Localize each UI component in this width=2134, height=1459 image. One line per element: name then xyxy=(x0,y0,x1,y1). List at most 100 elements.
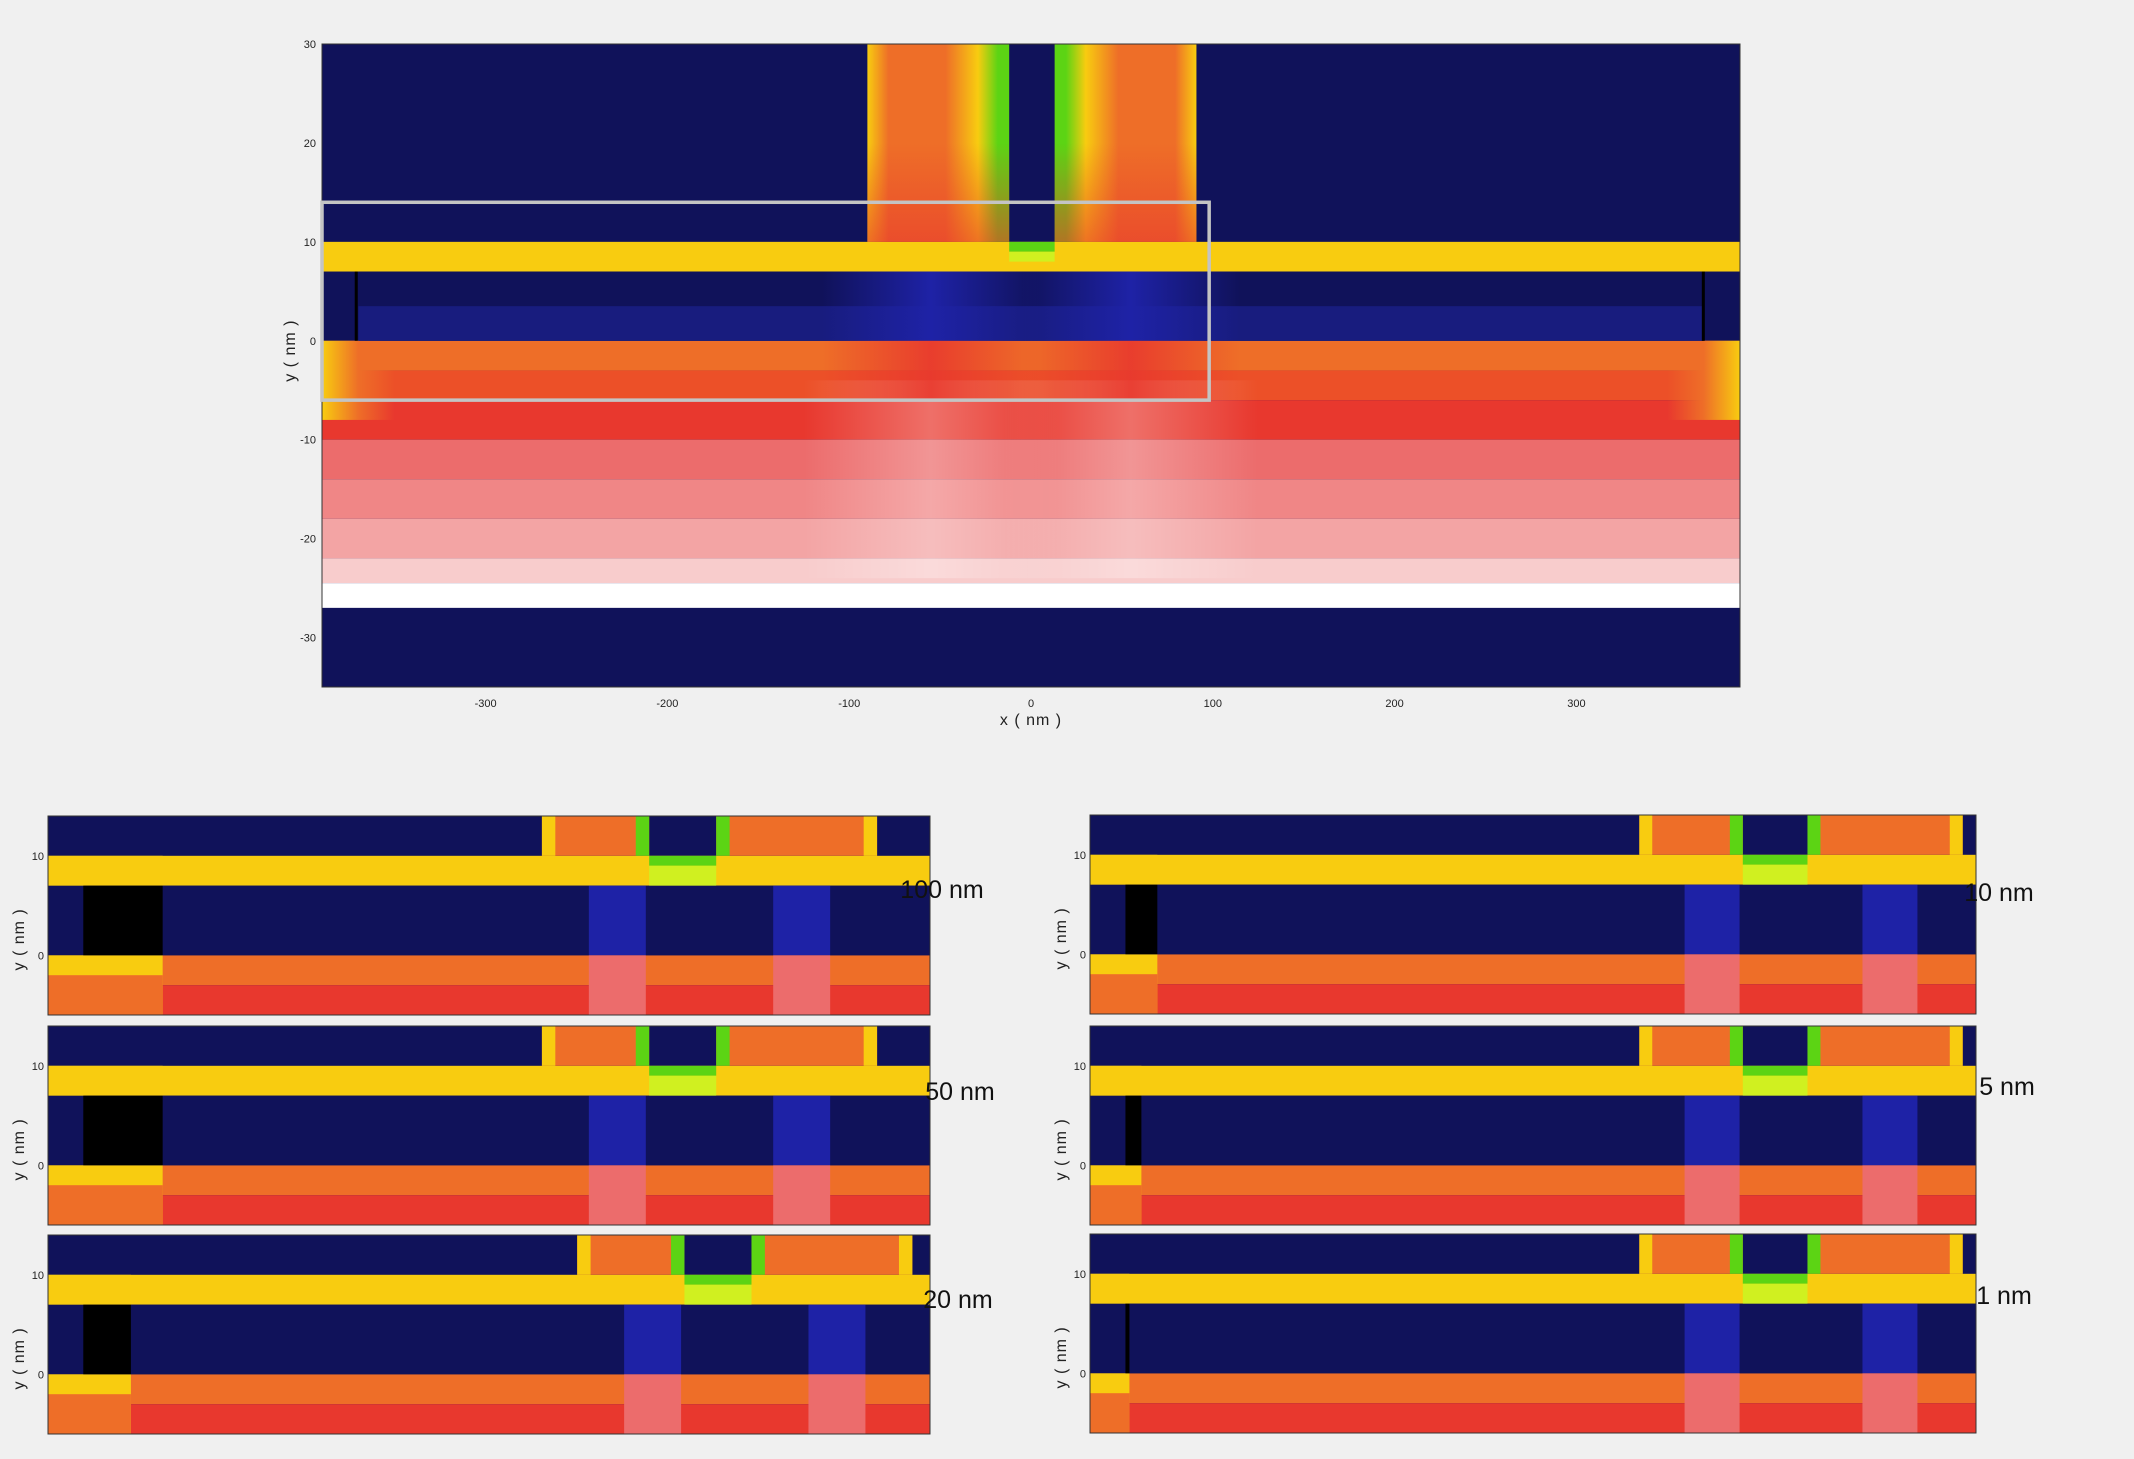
red-wedge xyxy=(1684,1373,1740,1433)
substrate-band xyxy=(1090,1373,1976,1404)
resolution-label: 5 nm xyxy=(1979,1073,2035,1101)
blue-hotspot xyxy=(1862,1095,1918,1166)
y-axis-label: y ( nm ) xyxy=(1053,1326,1070,1388)
resolution-panel: 10 0 y ( nm ) 20 nm xyxy=(11,1234,993,1435)
panel-frame xyxy=(47,815,931,1016)
gap-floor xyxy=(684,1284,752,1305)
y-tick-label: 0 xyxy=(1080,1368,1086,1380)
y-tick-label: 10 xyxy=(1074,1061,1086,1073)
electrode-core xyxy=(1054,142,1197,242)
blue-hotspot xyxy=(1684,884,1740,955)
y-axis-label: y ( nm ) xyxy=(1053,907,1070,969)
gap-floor xyxy=(1742,1065,1808,1076)
gap-edge xyxy=(1729,815,1743,855)
gap-floor xyxy=(1009,251,1055,262)
blue-hotspot xyxy=(808,1304,866,1375)
right-electrode xyxy=(1807,815,1963,855)
edge-black-block xyxy=(1125,1303,1130,1374)
left-electrode xyxy=(1639,815,1743,855)
blue-hotspot xyxy=(821,271,1041,341)
gap-floor xyxy=(1742,854,1808,865)
resolution-panel: 10 0 y ( nm ) 5 nm xyxy=(1053,1025,2035,1226)
channel-layer xyxy=(48,1304,930,1375)
gap-edge xyxy=(1807,1234,1821,1274)
blue-hotspot xyxy=(1684,1095,1740,1166)
gap-floor xyxy=(649,1065,717,1076)
electrode-edge xyxy=(1949,815,1963,855)
electrode-core xyxy=(867,142,1010,242)
y-axis-label: y ( nm ) xyxy=(282,320,299,382)
y-axis-label: y ( nm ) xyxy=(11,1327,28,1389)
edge-yellow xyxy=(1090,854,1158,885)
edge-black-block xyxy=(1125,884,1158,955)
electrode-edge xyxy=(1639,1234,1653,1274)
resolution-label: 1 nm xyxy=(1976,1282,2032,1310)
electrode-edge xyxy=(541,816,556,856)
gap-floor xyxy=(1742,1075,1808,1096)
gap-edge xyxy=(671,1235,685,1275)
resolution-label: 10 nm xyxy=(1964,879,2033,907)
red-wedge xyxy=(624,1374,682,1434)
yellow-layer xyxy=(1090,854,1976,885)
right-electrode xyxy=(1807,1234,1963,1274)
y-axis-label: y ( nm ) xyxy=(11,1118,28,1180)
substrate-band xyxy=(48,1404,930,1434)
y-tick-label: 10 xyxy=(1074,1269,1086,1281)
y-tick-label: 10 xyxy=(32,851,44,863)
y-axis-label: y ( nm ) xyxy=(1053,1118,1070,1180)
resolution-panel: 10 0 y ( nm ) 1 nm xyxy=(1053,1233,2032,1434)
x-tick-label: -200 xyxy=(656,698,678,710)
y-tick-label: 10 xyxy=(304,237,316,249)
electrode-edge xyxy=(863,816,878,856)
left-electrode xyxy=(577,1235,685,1275)
right-electrode xyxy=(751,1235,913,1275)
gap-edge xyxy=(635,1026,650,1066)
right-electrode xyxy=(716,1026,878,1066)
electrode-edge xyxy=(1949,1234,1963,1274)
electrode-edge xyxy=(1639,1026,1653,1066)
substrate-edge-left xyxy=(322,340,395,420)
gap-floor xyxy=(649,865,717,886)
substrate-band xyxy=(1090,984,1976,1014)
edge-orange xyxy=(48,1394,131,1434)
edge-dark-line xyxy=(354,271,358,341)
edge-orange xyxy=(1090,974,1158,1014)
red-wedge xyxy=(1862,1373,1918,1433)
x-axis-label: x ( nm ) xyxy=(1000,712,1062,729)
edge-black-block xyxy=(83,885,163,956)
substrate-band xyxy=(1090,954,1976,985)
blue-hotspot xyxy=(773,1095,831,1166)
blue-hotspot xyxy=(1862,1303,1918,1374)
edge-black-block xyxy=(83,1095,163,1166)
substrate-band xyxy=(1090,1195,1976,1225)
edge-dark-line xyxy=(1701,271,1705,341)
electrode-edge xyxy=(1639,815,1653,855)
x-tick-label: 200 xyxy=(1385,698,1403,710)
blue-hotspot xyxy=(624,1304,682,1375)
substrate-band xyxy=(1090,1165,1976,1196)
electrode-edge xyxy=(541,1026,556,1066)
panel-frame xyxy=(1089,814,1977,1015)
edge-yellow xyxy=(48,855,163,886)
panel-frame xyxy=(47,1234,931,1435)
gap-floor xyxy=(649,1075,717,1096)
field-plume xyxy=(1003,380,1259,579)
red-wedge xyxy=(1862,954,1918,1014)
y-tick-label: 0 xyxy=(310,336,316,348)
red-wedge xyxy=(1862,1165,1918,1225)
red-wedge xyxy=(1684,954,1740,1014)
zoom-region-box xyxy=(320,200,1211,402)
panel-frame xyxy=(1089,1025,1977,1226)
left-electrode xyxy=(541,816,650,856)
panel-frame xyxy=(47,1025,931,1226)
main-heatmap: -300 -200 -100 0 100 200 300 3020100-10-20-30 … xyxy=(282,39,1741,729)
x-tick-label: -300 xyxy=(475,698,497,710)
resolution-panel: 10 0 y ( nm ) 100 nm xyxy=(11,815,984,1016)
gap-edge xyxy=(751,1235,765,1275)
gap-floor xyxy=(649,855,717,866)
red-wedge xyxy=(773,955,831,1015)
yellow-layer xyxy=(1090,1273,1976,1304)
red-wedge xyxy=(1021,340,1241,401)
resolution-label: 20 nm xyxy=(923,1286,992,1314)
gap-floor xyxy=(684,1274,752,1285)
